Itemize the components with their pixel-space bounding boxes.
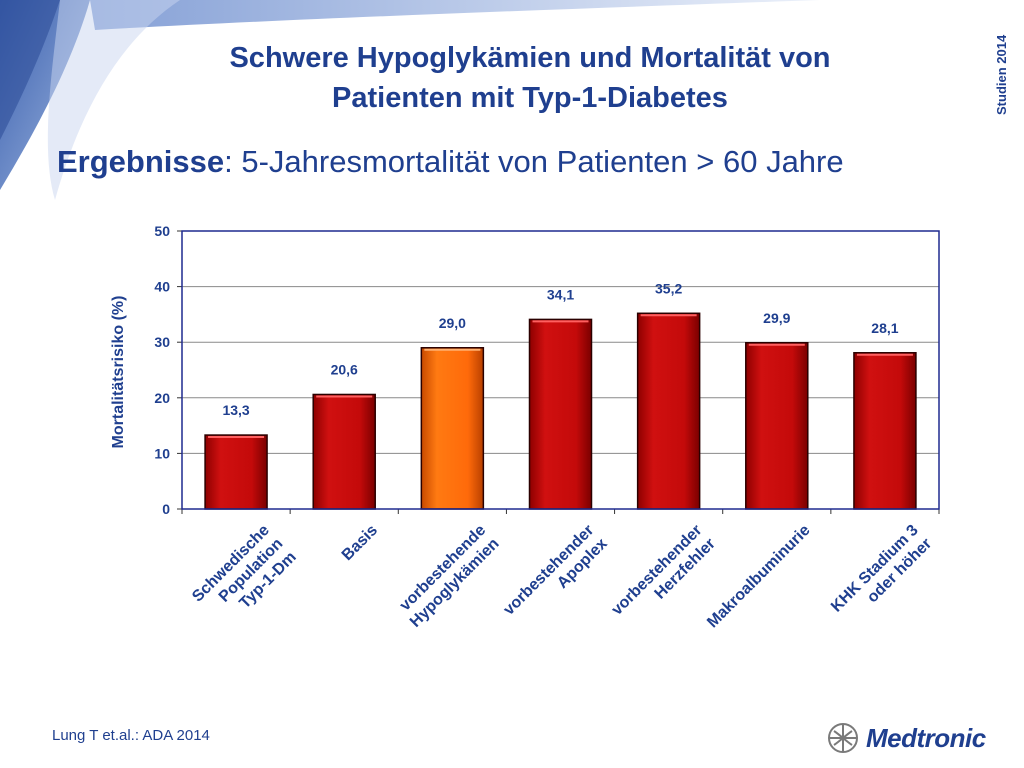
bar xyxy=(312,393,376,510)
bar xyxy=(745,342,809,510)
subtitle: Ergebnisse: 5-Jahresmortalität von Patie… xyxy=(57,144,844,180)
y-tick-label: 20 xyxy=(154,390,170,406)
bar-value-label: 29,9 xyxy=(763,310,790,326)
y-tick-label: 0 xyxy=(162,501,170,517)
bar xyxy=(420,347,485,510)
x-category-label: Makroalbuminurie xyxy=(704,522,814,632)
y-tick-label: 50 xyxy=(154,223,170,239)
y-tick-label: 40 xyxy=(154,279,170,295)
x-category-label: KHK Stadium 3oder höher xyxy=(828,522,935,629)
brand-logo: Medtronic xyxy=(826,718,1006,758)
subtitle-strong: Ergebnisse xyxy=(57,144,225,179)
x-category-label: vorbestehendeHypoglykämien xyxy=(394,522,503,631)
bar-value-label: 28,1 xyxy=(871,320,898,336)
bar-value-label: 20,6 xyxy=(331,361,358,377)
x-category-label: vorbestehenderHerzfehler xyxy=(609,522,719,632)
y-axis-label: Mortalitätsrisiko (%) xyxy=(110,296,127,449)
bar xyxy=(853,352,917,510)
y-tick-label: 10 xyxy=(154,445,170,461)
y-tick-label: 30 xyxy=(154,334,170,350)
slide-title-line1: Schwere Hypoglykämien und Mortalität von xyxy=(229,42,831,74)
bar-value-label: 34,1 xyxy=(547,286,574,302)
x-category-label: SchwedischePopulationTyp-1-Dm xyxy=(189,522,300,633)
bar-chart: 0 10 20 30 40 50 Mortalitätsrisiko (%) 13,3 Schw… xyxy=(110,223,940,633)
plot-border xyxy=(181,230,940,510)
brand-name: Medtronic xyxy=(866,722,986,753)
slide-title: Schwere Hypoglykämien und Mortalität von… xyxy=(150,38,910,118)
bar xyxy=(204,434,268,510)
x-category-label: vorbestehenderApoplex xyxy=(500,522,610,632)
bar-value-label: 29,0 xyxy=(439,315,466,331)
corner-decoration xyxy=(0,0,820,200)
subtitle-rest: : 5-Jahresmortalität von Patienten > 60 … xyxy=(224,144,844,179)
bar xyxy=(636,312,701,510)
bar-value-label: 35,2 xyxy=(655,280,682,296)
slide-title-line2: Patienten mit Typ-1-Diabetes xyxy=(332,82,728,114)
medtronic-symbol-icon xyxy=(828,723,858,753)
bar-value-label: 13,3 xyxy=(222,402,249,418)
footer-reference: Lung T et.al.: ADA 2014 xyxy=(52,727,210,744)
x-category-label: Basis xyxy=(339,522,381,564)
bar xyxy=(528,318,593,510)
